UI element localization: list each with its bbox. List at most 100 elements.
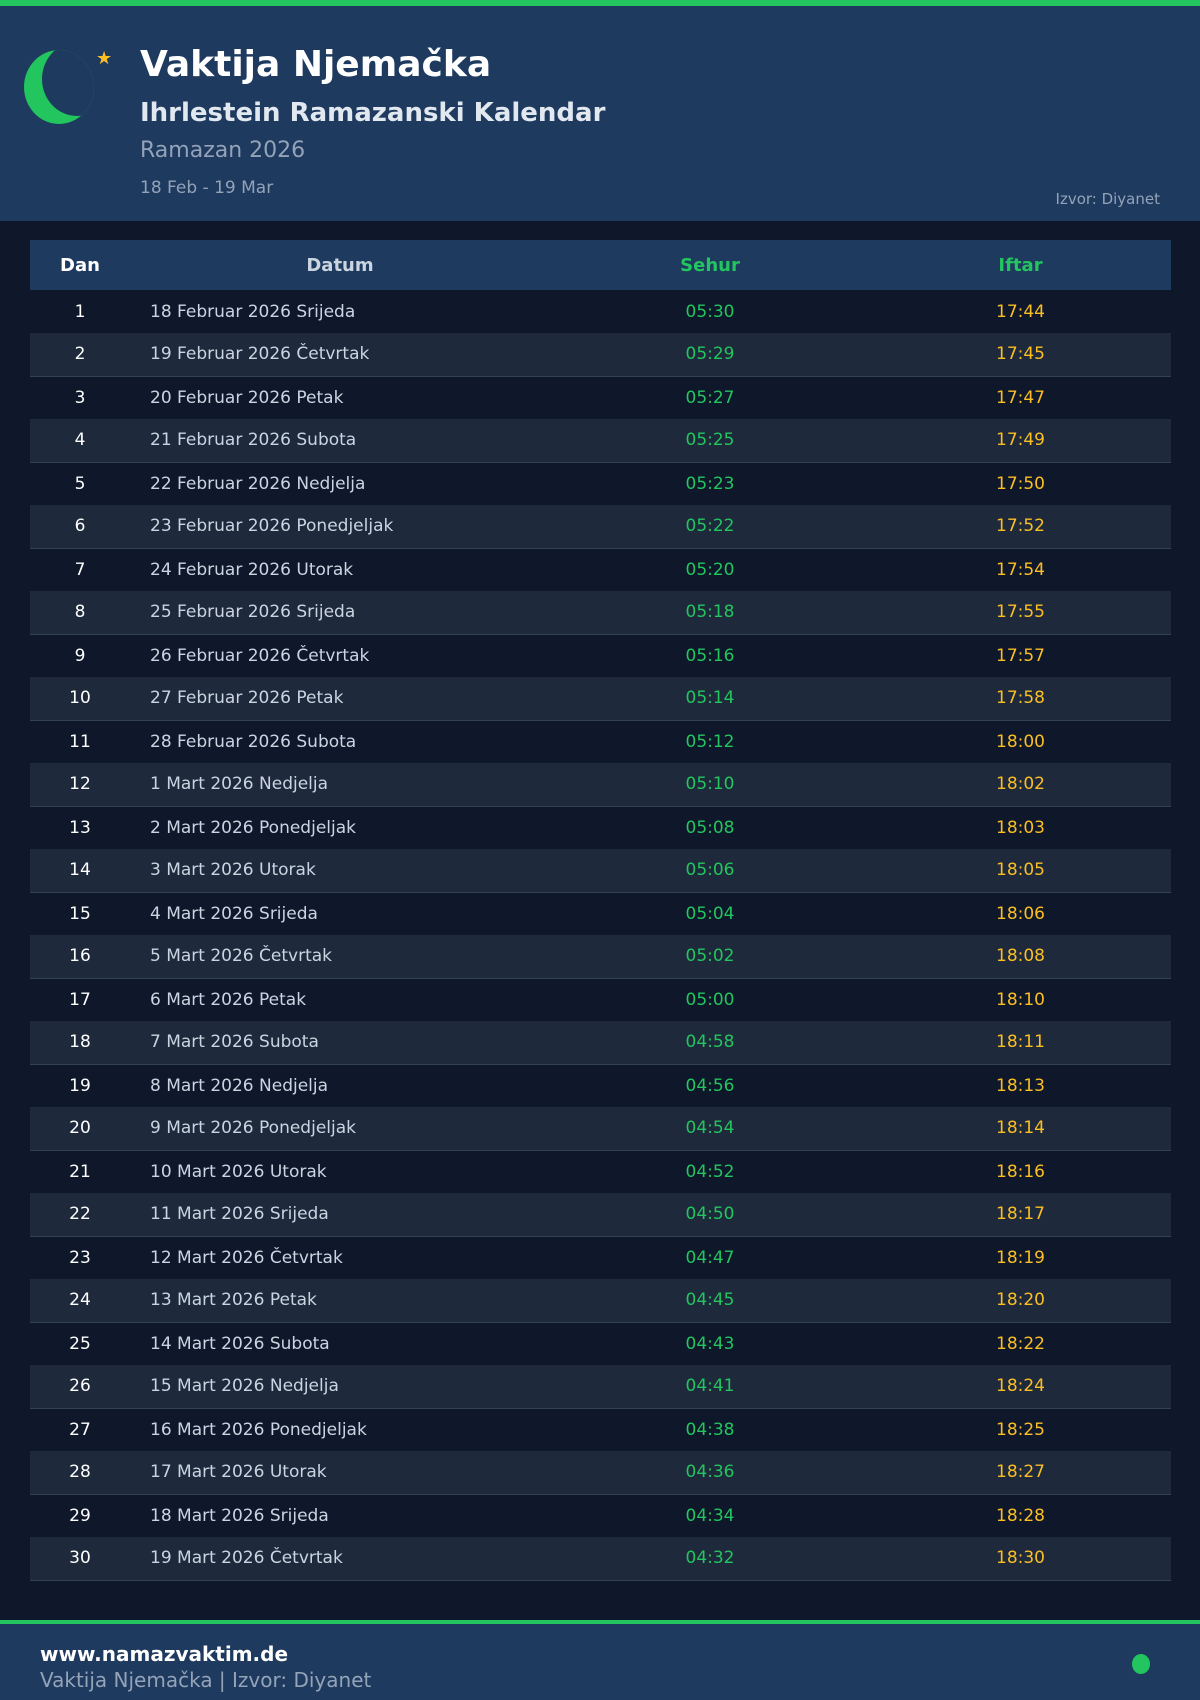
top-accent-bar <box>0 0 1200 6</box>
sehur-time: 04:41 <box>550 1365 870 1409</box>
date: 23 Februar 2026 Ponedjeljak <box>130 505 550 549</box>
date: 26 Februar 2026 Četvrtak <box>150 645 370 666</box>
date: 19 Mart 2026 Četvrtak <box>130 1537 550 1581</box>
iftar-time: 17:54 <box>996 559 1045 580</box>
date: 4 Mart 2026 Srijeda <box>150 903 318 924</box>
iftar-time: 17:58 <box>870 677 1171 721</box>
table-row: 21 10 Mart 2026 Utorak 04:52 18:16 <box>30 1150 1171 1193</box>
sehur-time: 04:45 <box>550 1279 870 1323</box>
iftar-time: 17:47 <box>996 387 1045 408</box>
sehur-time: 04:32 <box>550 1537 870 1581</box>
table-row: 7 24 Februar 2026 Utorak 05:20 17:54 <box>30 548 1171 591</box>
iftar-time: 18:05 <box>870 849 1171 893</box>
day-number: 2 <box>30 333 130 377</box>
sehur-time: 05:29 <box>550 333 870 377</box>
table-row: 23 12 Mart 2026 Četvrtak 04:47 18:19 <box>30 1236 1171 1279</box>
day-number: 16 <box>30 935 130 979</box>
day-number: 11 <box>69 731 91 752</box>
day-number: 18 <box>30 1021 130 1065</box>
date: 28 Februar 2026 Subota <box>150 731 357 752</box>
day-number: 22 <box>30 1193 130 1237</box>
date: 27 Februar 2026 Petak <box>130 677 550 721</box>
iftar-time: 18:17 <box>870 1193 1171 1237</box>
table-row: 6 23 Februar 2026 Ponedjeljak 05:22 17:52 <box>30 505 1171 549</box>
date: 14 Mart 2026 Subota <box>150 1333 330 1354</box>
date: 11 Mart 2026 Srijeda <box>130 1193 550 1237</box>
iftar-time: 17:57 <box>996 645 1045 666</box>
day-number: 7 <box>74 559 86 580</box>
table-row: 9 26 Februar 2026 Četvrtak 05:16 17:57 <box>30 634 1171 677</box>
date: 10 Mart 2026 Utorak <box>150 1161 327 1182</box>
day-number: 30 <box>30 1537 130 1581</box>
date: 8 Mart 2026 Nedjelja <box>150 1075 329 1096</box>
iftar-time: 17:55 <box>870 591 1171 635</box>
table-row: 29 18 Mart 2026 Srijeda 04:34 18:28 <box>30 1494 1171 1537</box>
day-number: 9 <box>74 645 86 666</box>
iftar-time: 18:28 <box>996 1505 1045 1526</box>
iftar-time: 18:03 <box>996 817 1045 838</box>
col-datum: Datum <box>130 240 550 290</box>
sehur-time: 05:04 <box>685 903 735 924</box>
table-row: 5 22 Februar 2026 Nedjelja 05:23 17:50 <box>30 462 1171 505</box>
table-row: 14 3 Mart 2026 Utorak 05:06 18:05 <box>30 849 1171 893</box>
iftar-time: 18:10 <box>996 989 1045 1010</box>
table-row: 12 1 Mart 2026 Nedjelja 05:10 18:02 <box>30 763 1171 807</box>
table-row: 2 19 Februar 2026 Četvrtak 05:29 17:45 <box>30 333 1171 377</box>
table-row: 3 20 Februar 2026 Petak 05:27 17:47 <box>30 376 1171 419</box>
iftar-time: 18:14 <box>870 1107 1171 1151</box>
day-number: 10 <box>30 677 130 721</box>
iftar-time: 17:44 <box>996 301 1045 322</box>
day-number: 5 <box>74 473 86 494</box>
sehur-time: 04:56 <box>685 1075 735 1096</box>
day-number: 6 <box>30 505 130 549</box>
sehur-time: 05:00 <box>685 989 735 1010</box>
date: 22 Februar 2026 Nedjelja <box>150 473 366 494</box>
website-link[interactable]: www.namazvaktim.de <box>40 1642 289 1666</box>
day-number: 8 <box>30 591 130 635</box>
date-range: 18 Feb - 19 Mar <box>140 178 274 198</box>
sehur-time: 05:27 <box>685 387 735 408</box>
date: 19 Februar 2026 Četvrtak <box>130 333 550 377</box>
day-number: 1 <box>74 301 86 322</box>
date: 1 Mart 2026 Nedjelja <box>130 763 550 807</box>
day-number: 28 <box>30 1451 130 1495</box>
iftar-time: 18:30 <box>870 1537 1171 1581</box>
sehur-time: 05:20 <box>685 559 735 580</box>
status-dot-icon <box>1132 1654 1150 1674</box>
date: 6 Mart 2026 Petak <box>150 989 307 1010</box>
day-number: 13 <box>69 817 91 838</box>
date: 21 Februar 2026 Subota <box>130 419 550 463</box>
col-sehur: Sehur <box>550 240 870 290</box>
iftar-time: 18:25 <box>996 1419 1045 1440</box>
table-row: 17 6 Mart 2026 Petak 05:00 18:10 <box>30 978 1171 1021</box>
sehur-time: 04:52 <box>685 1161 735 1182</box>
day-number: 14 <box>30 849 130 893</box>
date: 18 Februar 2026 Srijeda <box>150 301 356 322</box>
sehur-time: 05:22 <box>550 505 870 549</box>
table-row: 16 5 Mart 2026 Četvrtak 05:02 18:08 <box>30 935 1171 979</box>
iftar-time: 17:45 <box>870 333 1171 377</box>
day-number: 4 <box>30 419 130 463</box>
iftar-time: 18:19 <box>996 1247 1045 1268</box>
day-number: 12 <box>30 763 130 807</box>
table-header: Dan Datum Sehur Iftar <box>30 240 1171 290</box>
sehur-time: 04:50 <box>550 1193 870 1237</box>
table-row: 22 11 Mart 2026 Srijeda 04:50 18:17 <box>30 1193 1171 1237</box>
date: 25 Februar 2026 Srijeda <box>130 591 550 635</box>
sehur-time: 04:43 <box>685 1333 735 1354</box>
sehur-time: 05:14 <box>550 677 870 721</box>
table-row: 26 15 Mart 2026 Nedjelja 04:41 18:24 <box>30 1365 1171 1409</box>
header: ★ Vaktija Njemačka Ihrlestein Ramazanski… <box>0 6 1200 221</box>
iftar-time: 17:52 <box>870 505 1171 549</box>
table-row: 8 25 Februar 2026 Srijeda 05:18 17:55 <box>30 591 1171 635</box>
star-icon: ★ <box>96 48 113 69</box>
iftar-time: 18:11 <box>870 1021 1171 1065</box>
date: 7 Mart 2026 Subota <box>130 1021 550 1065</box>
sehur-time: 05:12 <box>685 731 735 752</box>
table-row: 30 19 Mart 2026 Četvrtak 04:32 18:30 <box>30 1537 1171 1581</box>
date: 13 Mart 2026 Petak <box>130 1279 550 1323</box>
sehur-time: 05:06 <box>550 849 870 893</box>
table-row: 27 16 Mart 2026 Ponedjeljak 04:38 18:25 <box>30 1408 1171 1451</box>
day-number: 3 <box>74 387 86 408</box>
table-row: 24 13 Mart 2026 Petak 04:45 18:20 <box>30 1279 1171 1323</box>
